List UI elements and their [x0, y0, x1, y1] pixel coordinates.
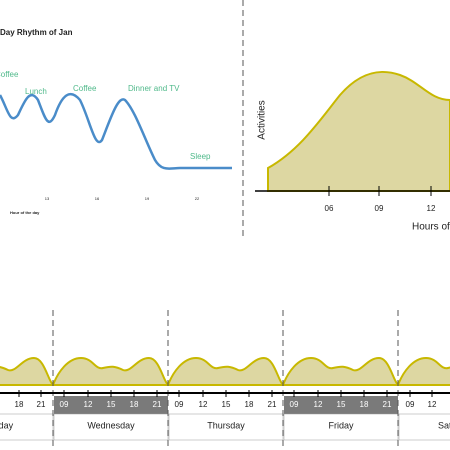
annotation: Coffee — [73, 84, 97, 93]
activity-area — [166, 356, 286, 386]
x-tick-label: 12 — [314, 400, 323, 409]
x-tick-label: 18 — [15, 400, 24, 409]
x-tick-label: 09 — [406, 400, 415, 409]
day-band — [284, 396, 398, 414]
activity-area — [396, 356, 450, 386]
x-tick-label: 21 — [37, 400, 46, 409]
activity-area — [0, 356, 56, 386]
x-tick-label: 09 — [375, 204, 384, 213]
day-label: Thursday — [207, 420, 245, 430]
day-box — [283, 413, 399, 441]
x-tick-label: 09 — [60, 400, 69, 409]
day-label: Wednesday — [87, 420, 135, 430]
activity-area — [51, 356, 171, 386]
x-tick-label: 19 — [145, 196, 150, 201]
day-box — [168, 413, 284, 441]
x-tick-label: 15 — [107, 400, 116, 409]
annotation: Sleep — [190, 152, 211, 161]
x-tick-label: 12 — [428, 400, 437, 409]
annotation: Lunch — [25, 87, 47, 96]
activity-area — [267, 70, 450, 192]
annotation: Coffee — [0, 70, 19, 79]
x-tick-label: 09 — [175, 400, 184, 409]
x-tick-label: 12 — [84, 400, 93, 409]
x-tick-label: 12 — [427, 204, 436, 213]
day-box — [0, 413, 54, 441]
x-tick-label: 16 — [95, 196, 100, 201]
x-tick-label: 18 — [360, 400, 369, 409]
day-label: Friday — [328, 420, 354, 430]
day-band — [54, 396, 168, 414]
x-tick-label: 13 — [45, 196, 50, 201]
x-tick-label: 21 — [383, 400, 392, 409]
x-axis-label: Hour of the day — [10, 210, 40, 215]
x-tick-label: 21 — [153, 400, 162, 409]
y-axis-label: Activities — [257, 100, 268, 139]
x-tick-label: 21 — [268, 400, 277, 409]
day-curve — [0, 92, 232, 170]
x-tick-label: 09 — [290, 400, 299, 409]
x-tick-label: 15 — [222, 400, 231, 409]
day-label: Tuesday — [0, 420, 14, 430]
x-tick-label: 22 — [195, 196, 200, 201]
annotation: Dinner and TV — [128, 84, 180, 93]
day-box — [53, 413, 169, 441]
x-tick-label: 06 — [325, 204, 334, 213]
day-title: Day Rhythm of Jan — [0, 28, 73, 37]
x-tick-label: 15 — [337, 400, 346, 409]
x-axis-label: Hours of the day — [412, 222, 450, 233]
day-box — [398, 413, 450, 441]
x-tick-label: 18 — [130, 400, 139, 409]
x-tick-label: 12 — [199, 400, 208, 409]
x-tick-label: 18 — [245, 400, 254, 409]
activity-area — [281, 356, 401, 386]
day-label: Saturday — [438, 420, 450, 430]
